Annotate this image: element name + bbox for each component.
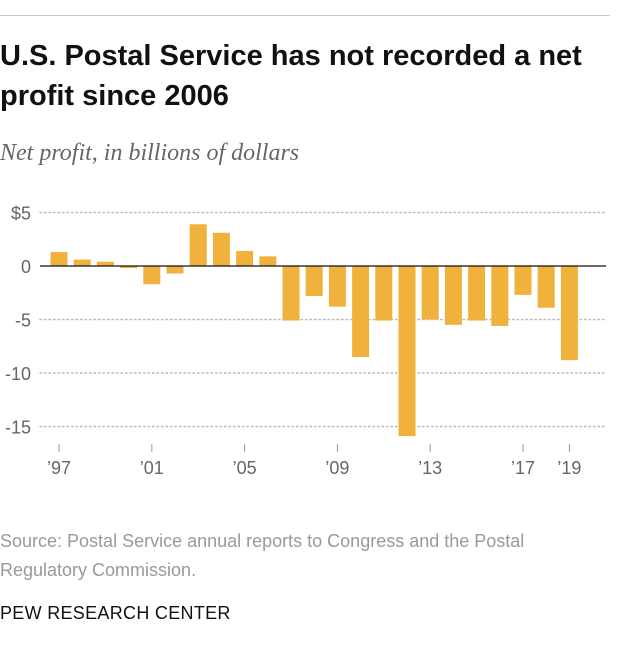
bar-2013 bbox=[421, 266, 439, 320]
bar-2008 bbox=[305, 266, 323, 296]
bar-2000 bbox=[120, 266, 138, 269]
x-tick-label: ’01 bbox=[140, 458, 164, 478]
bar-2007 bbox=[282, 266, 300, 321]
x-tick-label: ’09 bbox=[325, 458, 349, 478]
x-tick-label: ’17 bbox=[511, 458, 535, 478]
bar-2015 bbox=[468, 266, 486, 321]
bar-2014 bbox=[444, 266, 462, 325]
bars bbox=[50, 224, 578, 437]
y-tick-label: -5 bbox=[15, 311, 31, 331]
bar-2004 bbox=[212, 232, 230, 266]
bar-2006 bbox=[259, 256, 277, 266]
bar-2009 bbox=[328, 266, 346, 307]
bar-2003 bbox=[189, 224, 207, 266]
x-tick-label: ’05 bbox=[233, 458, 257, 478]
bar-1997 bbox=[50, 252, 68, 266]
chart-subtitle: Net profit, in billions of dollars bbox=[0, 140, 300, 166]
bar-1999 bbox=[96, 261, 114, 266]
bar-2005 bbox=[236, 251, 254, 266]
y-tick-label: $5 bbox=[11, 204, 31, 224]
y-tick-label: -15 bbox=[5, 418, 31, 438]
bar-2011 bbox=[375, 266, 393, 321]
y-axis-labels: $5 0 -5 -10 -15 bbox=[5, 204, 31, 438]
chart-title: U.S. Postal Service has not recorded a n… bbox=[0, 40, 582, 112]
x-axis-labels: ’97 ’01 ’05 ’09 ’13 ’17 ’19 bbox=[47, 444, 581, 478]
bar-2002 bbox=[166, 266, 184, 274]
bar-2001 bbox=[143, 266, 161, 285]
bar-chart: $5 0 -5 -10 -15 ’97 ’01 ’05 ’09 ’13 ’17 ’19 bbox=[5, 204, 607, 478]
gridlines bbox=[39, 211, 607, 428]
brand-logo-text: PEW RESEARCH CENTER bbox=[0, 603, 231, 623]
bar-2010 bbox=[352, 266, 370, 357]
y-tick-label: 0 bbox=[21, 257, 31, 277]
bar-2018 bbox=[537, 266, 555, 308]
bar-2019 bbox=[560, 266, 578, 361]
bar-2017 bbox=[514, 266, 532, 295]
top-divider bbox=[0, 15, 610, 16]
bar-1998 bbox=[73, 259, 91, 266]
x-tick-label: ’13 bbox=[418, 458, 442, 478]
source-note: Source: Postal Service annual reports to… bbox=[0, 531, 525, 580]
x-tick-label: ’19 bbox=[557, 458, 581, 478]
bar-2012 bbox=[398, 266, 416, 437]
bar-2016 bbox=[491, 266, 509, 326]
y-tick-label: -10 bbox=[5, 364, 31, 384]
x-tick-label: ’97 bbox=[47, 458, 71, 478]
